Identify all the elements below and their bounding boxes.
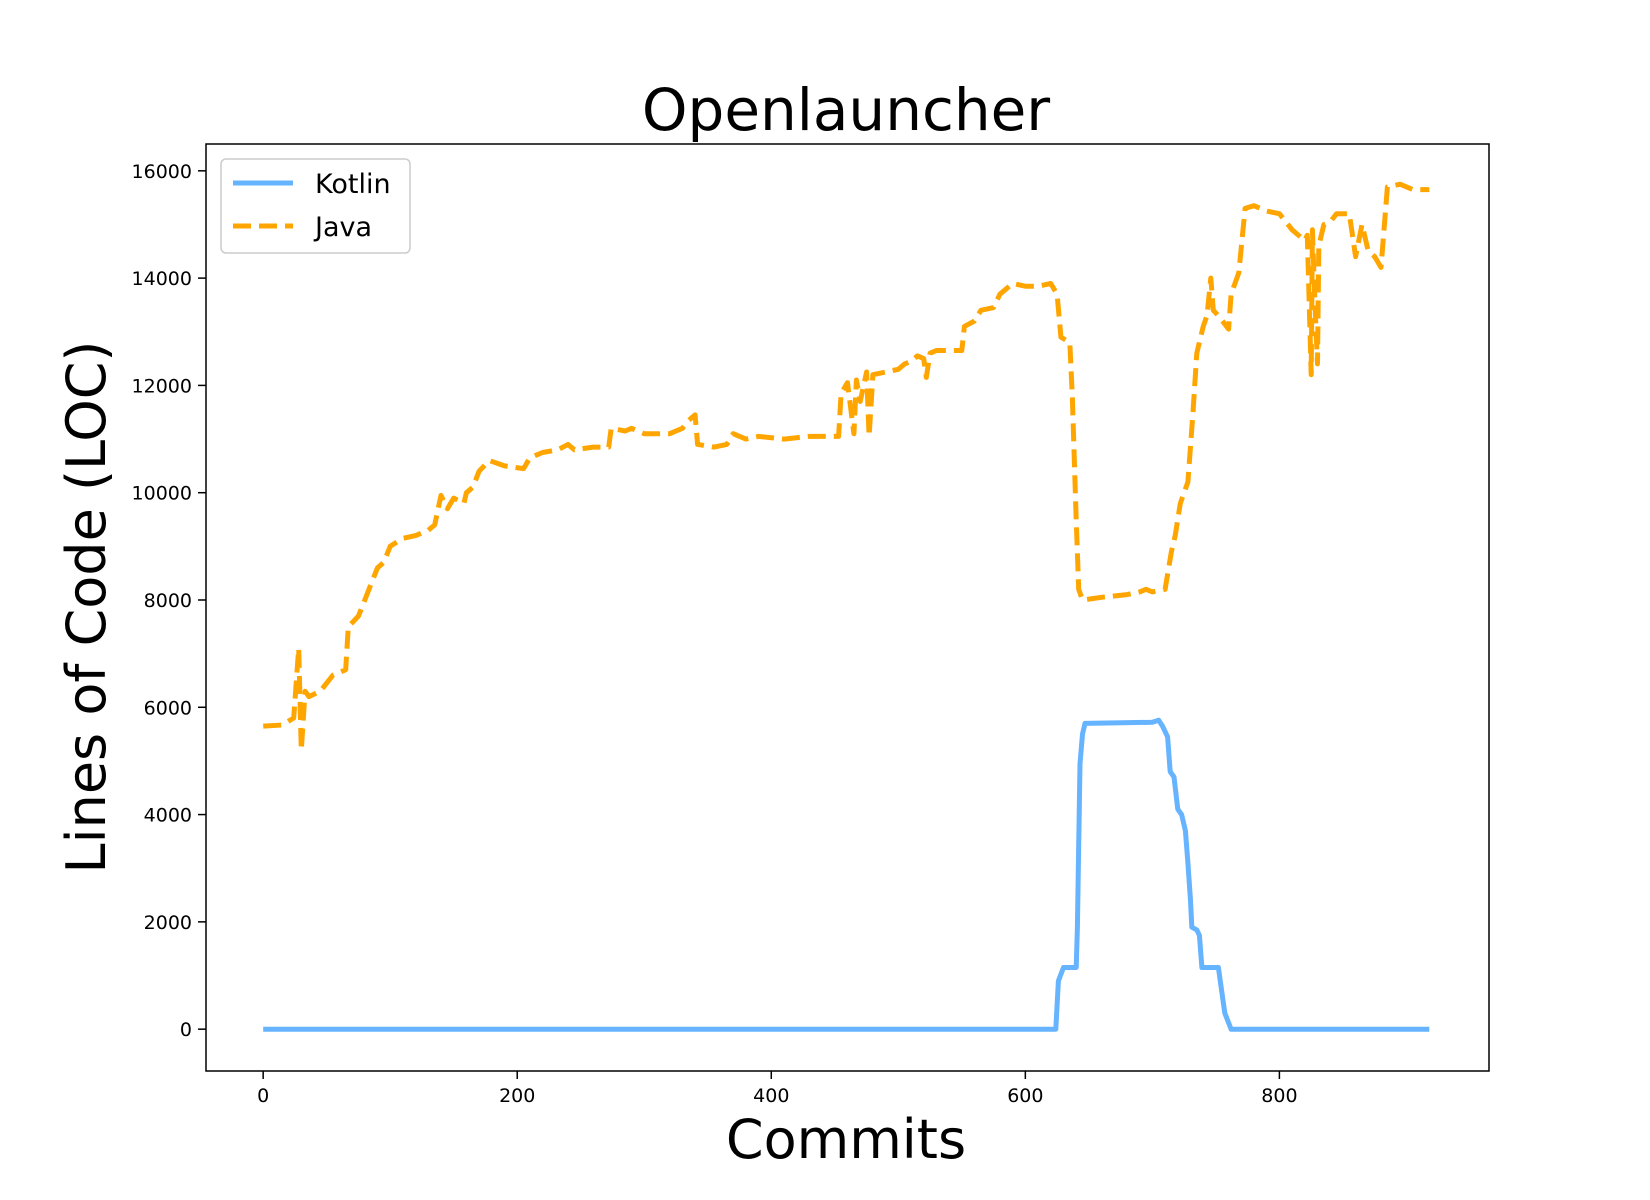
- legend-label-java: Java: [313, 212, 372, 243]
- x-tick-label: 200: [499, 1085, 535, 1107]
- y-tick-label: 4000: [144, 805, 192, 827]
- series-line-java: [263, 181, 1430, 753]
- y-tick-label: 8000: [144, 590, 192, 612]
- series-layer: [263, 181, 1430, 1032]
- x-axis-label: Commits: [726, 1108, 966, 1171]
- y-tick-label: 0: [180, 1019, 192, 1041]
- y-tick-label: 6000: [144, 697, 192, 719]
- legend-label-kotlin: Kotlin: [315, 169, 391, 200]
- y-tick-label: 14000: [132, 268, 192, 290]
- x-tick-label: 800: [1261, 1085, 1297, 1107]
- y-axis-ticks: 0 2000 4000 6000 8000 10000 12000 14000 16000: [132, 161, 206, 1041]
- y-tick-label: 16000: [132, 161, 192, 183]
- y-tick-label: 10000: [132, 483, 192, 505]
- chart-title: Openlauncher: [642, 76, 1050, 144]
- x-axis-ticks: 0 200 400 600 800: [257, 1071, 1298, 1107]
- plot-frame: [205, 143, 1490, 1072]
- y-tick-label: 2000: [144, 912, 192, 934]
- legend: Kotlin Java: [220, 158, 411, 254]
- series-line-kotlin: [263, 717, 1430, 1032]
- x-tick-label: 400: [753, 1085, 789, 1107]
- y-tick-label: 12000: [132, 375, 192, 397]
- y-axis-label: Lines of Code (LOC): [55, 341, 118, 874]
- x-tick-label: 0: [257, 1085, 269, 1107]
- x-tick-label: 600: [1007, 1085, 1043, 1107]
